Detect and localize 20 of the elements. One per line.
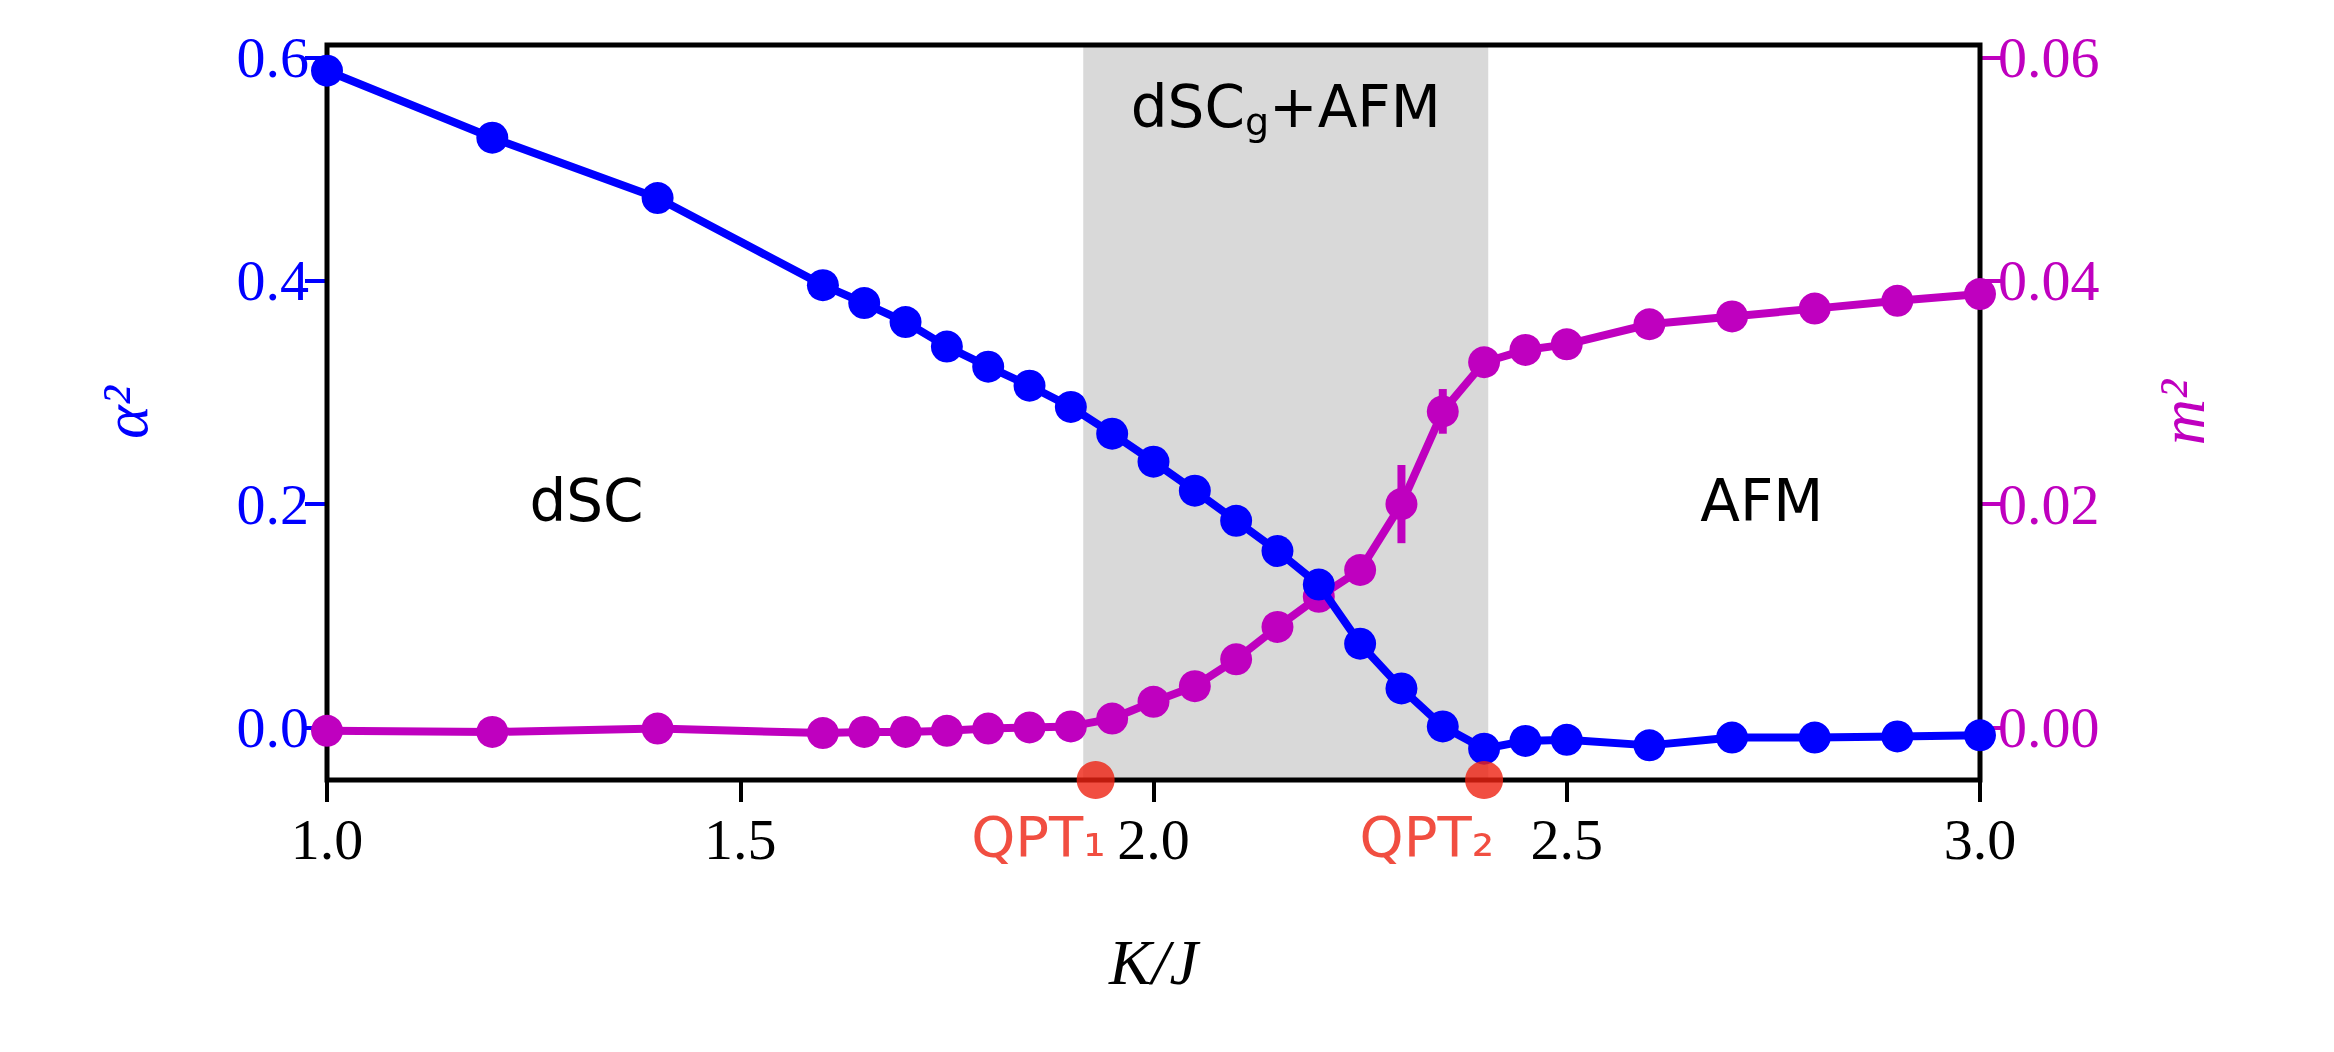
x-tick-label: 1.5	[704, 806, 777, 872]
annotation: AFM	[1700, 466, 1824, 535]
y2-tick-label: 0.04	[1998, 248, 2100, 314]
x-tick-label: 3.0	[1943, 806, 2017, 872]
x-tick-label: 2.0	[1117, 806, 1190, 872]
y2-tick-label: 0.00	[1998, 695, 2100, 760]
y2-tick-label: 0.06	[1998, 24, 2100, 90]
y-tick-label: 0.4	[236, 248, 309, 314]
y-axis-title: α²	[89, 384, 161, 439]
data-label: QPT₁	[971, 803, 1106, 869]
y-tick-label: 0.2	[236, 471, 309, 537]
y-tick-label: 0.6	[236, 24, 309, 90]
data-label: QPT₂	[1359, 803, 1495, 869]
y2-tick-label: 0.02	[1998, 471, 2100, 537]
x-tick-label: 2.5	[1530, 806, 1603, 872]
x-tick-label: 1.0	[290, 806, 364, 872]
y-tick-label: 0.0	[236, 695, 309, 760]
y2-axis-title: m²	[2146, 377, 2218, 446]
annotation: dSC	[529, 466, 644, 535]
x-axis-title: K/J	[1108, 926, 1201, 998]
